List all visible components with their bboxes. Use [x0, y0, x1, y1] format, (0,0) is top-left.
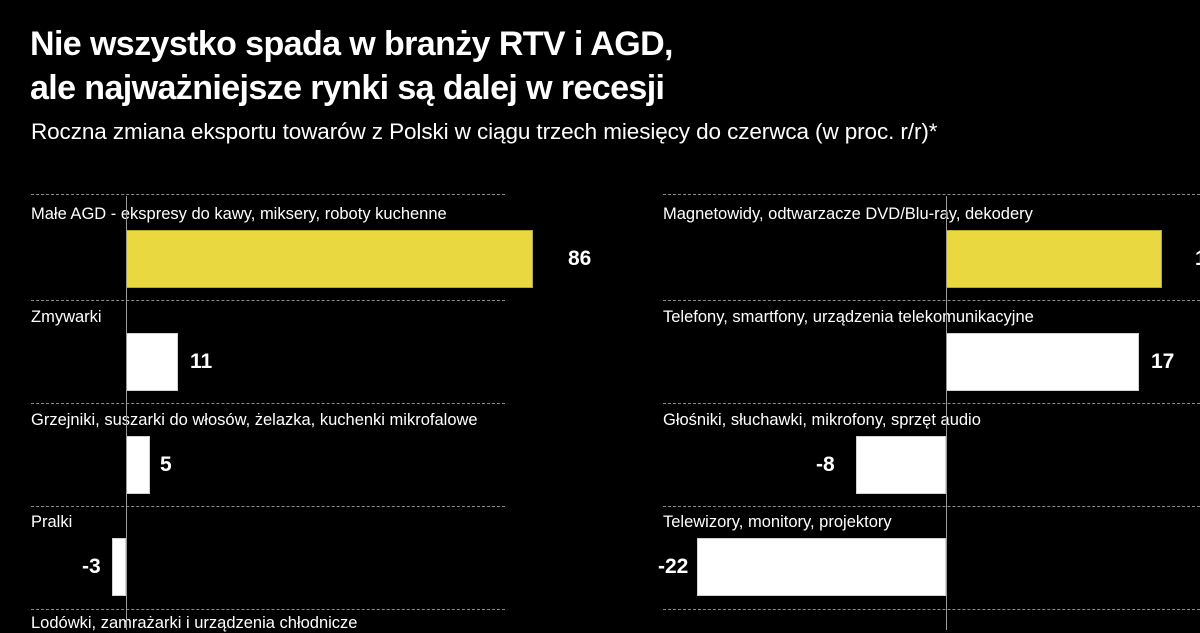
value-label: 86 — [568, 247, 592, 270]
value-label: 17 — [1151, 350, 1175, 373]
chart-subtitle: Roczna zmiana eksportu towarów z Polski … — [31, 119, 938, 144]
bar — [856, 436, 946, 494]
category-label: Pralki — [31, 513, 73, 531]
row-divider — [663, 300, 1200, 301]
category-label: Magnetowidy, odtwarzacze DVD/Blu-ray, de… — [663, 205, 1033, 223]
bar — [112, 538, 126, 596]
bar — [126, 333, 178, 391]
row-divider — [31, 403, 505, 404]
category-label: Małe AGD - ekspresy do kawy, miksery, ro… — [31, 205, 447, 223]
zero-axis-line — [126, 196, 127, 630]
row-divider — [31, 609, 505, 610]
category-label: Telefony, smartfony, urządzenia telekomu… — [663, 308, 1034, 326]
zero-axis-line — [946, 196, 947, 630]
row-divider — [31, 194, 505, 195]
row-divider — [663, 403, 1200, 404]
row-divider — [663, 609, 1200, 610]
row-divider — [663, 506, 1200, 507]
value-label: 1 — [1195, 230, 1200, 288]
category-label: Lodówki, zamrażarki i urządzenia chłodni… — [31, 614, 358, 632]
chart-title: Nie wszystko spada w branży RTV i AGD, a… — [30, 22, 673, 110]
row-divider — [31, 506, 505, 507]
bar-highlighted — [946, 230, 1162, 288]
category-label: Telewizory, monitory, projektory — [663, 513, 892, 531]
row-divider — [31, 300, 505, 301]
title-line-2: ale najważniejsze rynki są dalej w reces… — [30, 69, 665, 107]
value-label: -3 — [82, 555, 101, 578]
bar — [946, 333, 1139, 391]
category-label: Grzejniki, suszarki do włosów, żelazka, … — [31, 411, 478, 429]
value-label: 11 — [190, 350, 213, 373]
bar — [126, 436, 150, 494]
row-divider — [663, 194, 1200, 195]
category-label: Głośniki, słuchawki, mikrofony, sprzęt a… — [663, 411, 981, 429]
bar-highlighted — [126, 230, 533, 288]
value-label: -22 — [658, 555, 689, 578]
title-line-1: Nie wszystko spada w branży RTV i AGD, — [30, 25, 673, 63]
value-label: 5 — [160, 453, 172, 476]
category-label: Zmywarki — [31, 308, 102, 326]
value-label: -8 — [816, 453, 835, 476]
bar — [697, 538, 946, 596]
